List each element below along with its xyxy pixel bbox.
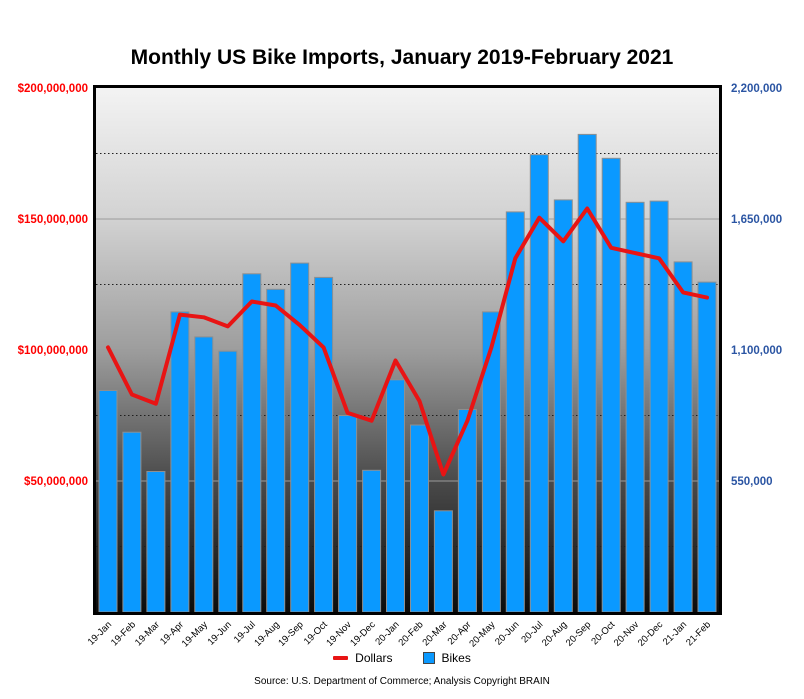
bar-20-Jan [386,379,405,613]
bar-20-Mar [433,510,453,613]
bar-19-Sep [290,262,310,613]
bar-21-Jan [673,261,693,613]
right-axis-tick-label: 2,200,000 [731,83,782,95]
bar-19-Mar [146,471,166,613]
bar-19-Nov [338,415,358,613]
x-axis-label-21-Feb: 21-Feb [684,619,713,648]
legend-dollars-label: Dollars [355,651,393,665]
bikes-bar-swatch [422,652,435,664]
bar-20-Nov [625,201,645,613]
x-axis-label-20-Aug: 20-Aug [540,619,569,648]
x-axis-label-19-Dec: 19-Dec [348,619,378,649]
bar-20-Dec [649,200,669,613]
right-axis-tick-label: 1,650,000 [731,214,782,226]
bar-20-Sep [577,133,597,613]
bar-19-Jan [98,390,118,613]
left-axis-tick-label: $50,000,000 [24,476,88,488]
bar-19-Apr [170,311,190,613]
bar-20-Feb [410,424,429,613]
x-axis-label-19-Mar: 19-Mar [133,619,162,648]
x-axis-label-20-Jan: 20-Jan [373,619,401,647]
x-axis-label-20-Feb: 20-Feb [397,619,426,648]
dollars-line [106,206,709,477]
legend: Dollars Bikes [0,649,804,667]
x-axis-label-20-Dec: 20-Dec [636,619,666,649]
x-axis-label-19-Feb: 19-Feb [109,619,138,648]
plot-border [93,85,722,615]
left-axis-tick-label: $200,000,000 [18,83,88,95]
dollars-line-swatch [333,656,349,660]
x-axis-label-20-Mar: 20-Mar [421,619,450,648]
bar-19-Aug [266,288,286,613]
bar-20-Jun [505,211,525,613]
bar-19-Jun [218,350,238,613]
x-axis-label-19-Jun: 19-Jun [206,619,234,647]
bar-20-May [481,311,501,613]
right-axis-tick-label: 1,100,000 [731,345,782,357]
left-axis-tick-label: $100,000,000 [18,345,88,357]
left-axis-tick-label: $150,000,000 [18,214,88,226]
bar-20-Oct [601,157,621,613]
bar-19-Jul [242,273,262,613]
legend-bikes-label: Bikes [441,651,471,665]
x-axis-label-20-Nov: 20-Nov [612,619,642,649]
bar-19-Oct [314,276,334,613]
bar-19-May [194,336,214,613]
x-axis-label-21-Jan: 21-Jan [661,619,689,647]
right-axis-tick-label: 550,000 [731,476,773,488]
x-axis-label-19-Jan: 19-Jan [86,619,114,647]
x-axis-label-19-Sep: 19-Sep [276,619,305,648]
x-axis-label-19-Nov: 19-Nov [324,619,354,649]
bar-19-Feb [122,431,142,613]
x-axis-label-19-May: 19-May [180,619,210,649]
source-attribution: Source: U.S. Department of Commerce; Ana… [254,676,550,687]
x-axis-label-20-Jun: 20-Jun [493,619,521,647]
x-axis-label-20-May: 20-May [467,619,497,649]
x-axis-label-19-Aug: 19-Aug [252,619,281,648]
bar-20-Aug [553,199,573,613]
bar-20-Apr [457,409,477,613]
chart-title: Monthly US Bike Imports, January 2019-Fe… [130,46,674,69]
bar-21-Feb [697,281,717,613]
bar-19-Dec [362,469,382,613]
x-axis-label-20-Sep: 20-Sep [564,619,593,648]
